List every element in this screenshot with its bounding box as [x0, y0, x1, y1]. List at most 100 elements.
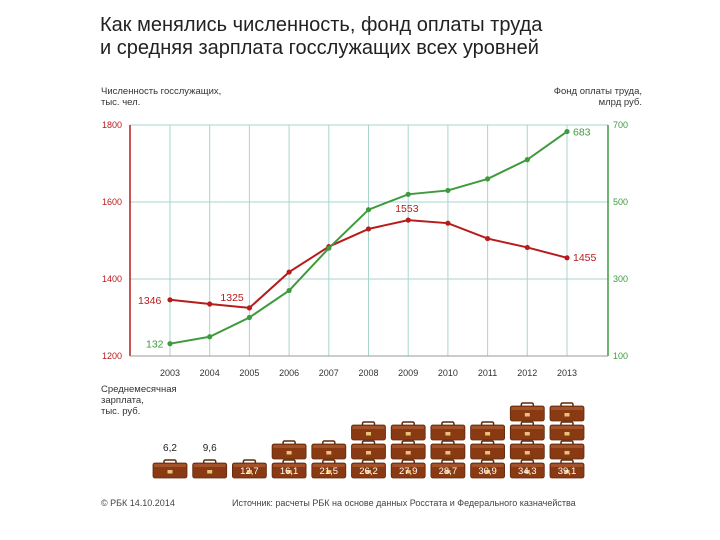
briefcase-lid-highlight	[431, 426, 464, 429]
x-axis-tick-label: 2008	[358, 368, 378, 378]
payroll-data-point	[286, 287, 292, 294]
briefcase-clasp	[524, 413, 530, 417]
briefcase-clasp	[485, 432, 491, 436]
x-axis-tick-label: 2010	[438, 368, 458, 378]
briefcase-clasp	[524, 470, 530, 474]
briefcase-clasp	[564, 432, 570, 436]
left-axis-tick-label: 1800	[102, 120, 122, 130]
briefcase-lid-highlight	[551, 464, 583, 467]
employees-data-point	[365, 226, 372, 232]
left-axis-title-line-2: тыс. чел.	[101, 97, 141, 108]
salary-value-label: 6,2	[163, 443, 177, 454]
x-axis-tick-label: 2011	[478, 368, 497, 378]
briefcase-clasp	[286, 451, 292, 455]
briefcase-clasp	[207, 470, 213, 474]
briefcase-lid-highlight	[392, 426, 425, 429]
payroll-data-point	[524, 157, 530, 163]
briefcase-lid-highlight	[431, 445, 464, 448]
briefcase-lid-highlight	[273, 464, 306, 467]
employees-data-point	[207, 301, 213, 307]
payroll-data-point	[485, 176, 491, 182]
briefcase-clasp	[246, 470, 252, 474]
briefcase-lid-highlight	[471, 464, 504, 467]
briefcase-lid-highlight	[352, 445, 385, 448]
x-axis-tick-label: 2013	[557, 368, 577, 378]
briefcase-lid-highlight	[511, 426, 544, 429]
salary-value-label: 34,3	[518, 466, 537, 477]
briefcase-lid-highlight	[312, 445, 345, 448]
salary-value-label: 27,9	[399, 466, 418, 477]
payroll-data-point	[445, 187, 451, 194]
briefcase-lid-highlight	[352, 464, 385, 467]
salary-value-label: 12,7	[240, 466, 259, 477]
payroll-data-point	[365, 207, 372, 213]
right-axis-tick-label: 500	[613, 197, 628, 207]
salary-value-label: 39,1	[558, 466, 577, 477]
briefcase-clasp	[524, 451, 530, 455]
salary-title-line-2: зарплата,	[101, 395, 144, 406]
briefcase-lid-highlight	[193, 464, 226, 467]
salary-value-label: 26,2	[359, 466, 378, 477]
x-axis-tick-label: 2005	[239, 368, 259, 378]
salary-value-label: 16,1	[280, 466, 299, 477]
right-axis-tick-label: 100	[613, 351, 628, 361]
employees-value-label: 1346	[138, 295, 162, 307]
payroll-data-point	[167, 341, 173, 347]
left-axis-title-line-1: Численность госслужащих,	[101, 86, 222, 97]
briefcase-lid-highlight	[233, 464, 266, 467]
x-axis-tick-label: 2004	[200, 368, 220, 378]
x-axis-tick-label: 2012	[517, 368, 537, 378]
payroll-value-label: 132	[146, 339, 164, 351]
briefcase-clasp	[445, 451, 451, 455]
employees-value-label: 1553	[395, 203, 419, 215]
right-axis-title-line-1: Фонд оплаты труда,	[553, 86, 642, 97]
briefcase-clasp	[564, 413, 570, 417]
salary-value-label: 21,5	[320, 466, 339, 477]
salary-value-label: 30,9	[478, 466, 497, 477]
briefcase-lid-highlight	[511, 464, 544, 467]
briefcase-lid-highlight	[511, 407, 544, 410]
footer-copyright: © РБК 14.10.2014	[101, 498, 175, 508]
briefcase-lid-highlight	[312, 464, 345, 467]
briefcase-clasp	[167, 470, 173, 474]
briefcase-clasp	[564, 451, 570, 455]
briefcase-lid-highlight	[471, 426, 504, 429]
briefcase-lid-highlight	[551, 407, 583, 410]
employees-data-point	[286, 269, 292, 275]
left-axis-tick-label: 1400	[102, 274, 122, 284]
briefcase-lid-highlight	[551, 445, 583, 448]
briefcase-clasp	[366, 451, 371, 455]
employees-data-point	[445, 220, 451, 226]
briefcase-lid-highlight	[511, 445, 544, 448]
left-axis-tick-label: 1200	[102, 351, 122, 361]
right-axis-tick-label: 700	[613, 120, 628, 130]
right-axis-tick-label: 300	[613, 274, 628, 284]
salary-title-line-3: тыс. руб.	[101, 406, 141, 417]
payroll-data-point	[405, 191, 411, 197]
left-axis-title: Численность госслужащих, тыс. чел.	[101, 86, 221, 108]
salary-value-label: 9,6	[203, 443, 217, 454]
briefcase-lid-highlight	[551, 426, 583, 429]
briefcase-lid-highlight	[431, 464, 464, 467]
employees-data-point	[167, 297, 173, 303]
briefcase-clasp	[445, 432, 451, 436]
employees-data-point	[405, 217, 411, 223]
footer-source: Источник: расчеты РБК на основе данных Р…	[232, 498, 576, 508]
briefcase-clasp	[485, 470, 491, 474]
briefcase-lid-highlight	[392, 464, 425, 467]
salary-value-label: 28,7	[439, 466, 458, 477]
employees-data-point	[564, 255, 570, 261]
title-line-2: и средняя зарплата госслужащих всех уров…	[100, 37, 539, 59]
briefcase-lid-highlight	[392, 445, 425, 448]
chart-title: Как менялись численность, фонд оплаты тр…	[100, 14, 700, 60]
briefcase-lid-highlight	[154, 464, 186, 467]
right-axis-title-line-2: млрд руб.	[598, 97, 642, 108]
employees-data-point	[524, 244, 530, 251]
briefcase-clasp	[366, 470, 371, 474]
briefcase-clasp	[326, 451, 332, 455]
briefcase-clasp	[326, 470, 332, 474]
briefcase-clasp	[485, 451, 491, 455]
briefcase-lid-highlight	[471, 445, 504, 448]
payroll-data-point	[207, 334, 213, 340]
